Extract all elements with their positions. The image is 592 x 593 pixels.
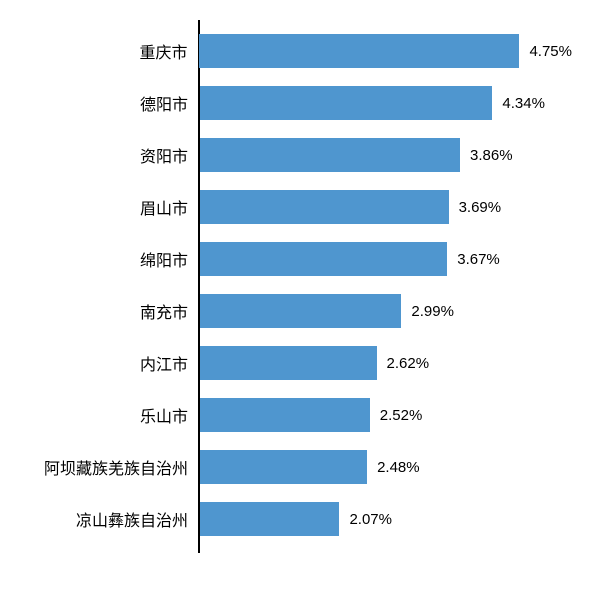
bar-area: 2.52% xyxy=(200,389,572,441)
value-label: 2.07% xyxy=(349,511,392,528)
bar-row: 眉山市 3.69% xyxy=(20,181,572,233)
bar xyxy=(200,450,367,484)
category-label: 资阳市 xyxy=(20,143,200,167)
category-label: 阿坝藏族羌族自治州 xyxy=(20,455,200,479)
bar-row: 重庆市 4.75% xyxy=(20,25,572,77)
bar-area: 3.86% xyxy=(200,129,572,181)
bar-row: 阿坝藏族羌族自治州 2.48% xyxy=(20,441,572,493)
category-label: 内江市 xyxy=(20,351,200,375)
bar-area: 4.75% xyxy=(199,25,572,77)
bar-area: 2.99% xyxy=(200,285,572,337)
bar xyxy=(200,398,370,432)
value-label: 2.48% xyxy=(377,459,420,476)
bar xyxy=(200,190,449,224)
value-label: 2.99% xyxy=(411,303,454,320)
category-label: 凉山彝族自治州 xyxy=(20,507,200,531)
category-label: 眉山市 xyxy=(20,195,200,219)
bar-row: 资阳市 3.86% xyxy=(20,129,572,181)
value-label: 3.69% xyxy=(459,199,502,216)
category-label: 德阳市 xyxy=(20,91,200,115)
bar-area: 2.62% xyxy=(200,337,572,389)
bar xyxy=(200,346,377,380)
value-label: 2.52% xyxy=(380,407,423,424)
value-label: 2.62% xyxy=(387,355,430,372)
bar xyxy=(200,502,339,536)
bar-row: 绵阳市 3.67% xyxy=(20,233,572,285)
bar-row: 乐山市 2.52% xyxy=(20,389,572,441)
bar-area: 2.07% xyxy=(200,493,572,545)
bar xyxy=(200,294,401,328)
value-label: 3.86% xyxy=(470,147,513,164)
bar-area: 3.67% xyxy=(200,233,572,285)
value-label: 4.75% xyxy=(529,43,572,60)
category-label: 绵阳市 xyxy=(20,247,200,271)
bar-area: 4.34% xyxy=(200,77,572,129)
horizontal-bar-chart: 重庆市 4.75% 德阳市 4.34% 资阳市 3.86% 眉山市 3.69% … xyxy=(0,0,592,593)
category-label: 乐山市 xyxy=(20,403,200,427)
bar-row: 南充市 2.99% xyxy=(20,285,572,337)
bar-row: 内江市 2.62% xyxy=(20,337,572,389)
bar-row: 凉山彝族自治州 2.07% xyxy=(20,493,572,545)
category-label: 重庆市 xyxy=(20,39,199,63)
bar-row: 德阳市 4.34% xyxy=(20,77,572,129)
bar-area: 3.69% xyxy=(200,181,572,233)
bar xyxy=(200,242,447,276)
bar-area: 2.48% xyxy=(200,441,572,493)
bar xyxy=(200,86,492,120)
value-label: 4.34% xyxy=(502,95,545,112)
category-label: 南充市 xyxy=(20,299,200,323)
bar xyxy=(199,34,519,68)
value-label: 3.67% xyxy=(457,251,500,268)
bar xyxy=(200,138,460,172)
